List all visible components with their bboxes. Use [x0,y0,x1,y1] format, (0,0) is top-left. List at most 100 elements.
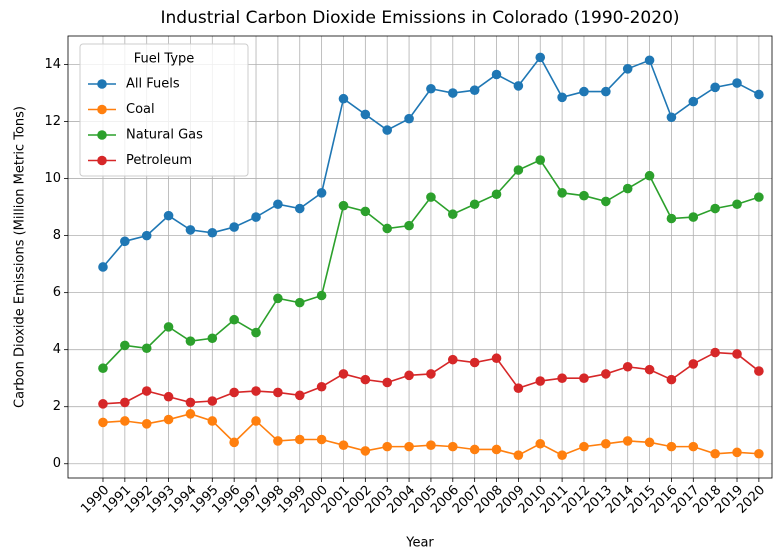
data-point [316,381,327,392]
data-point [163,322,174,332]
data-point [513,81,524,91]
y-tick-label: 6 [53,285,61,300]
x-axis-label: Year [405,536,434,551]
data-point [229,314,239,325]
data-point [338,440,349,451]
data-point [141,343,152,354]
data-point [579,441,589,452]
legend-title: Fuel Type [134,52,195,67]
data-point [622,436,633,446]
data-point [535,155,546,165]
data-point [273,436,283,446]
legend-marker [97,79,107,89]
data-point [601,86,611,97]
data-point [338,369,349,379]
data-point [622,361,633,372]
data-point [382,125,393,135]
data-point [294,390,305,401]
data-point [294,297,305,308]
data-point [469,199,480,210]
data-point [426,83,436,94]
data-point [251,327,261,338]
data-point [469,357,480,368]
data-point [601,438,611,449]
data-point [644,55,655,66]
data-point [754,89,764,100]
data-point [163,391,174,402]
data-point [273,199,283,210]
data-point [666,112,677,123]
data-point [98,363,108,374]
data-point [360,109,371,120]
y-tick-label: 0 [53,456,61,471]
data-point [754,366,764,376]
data-point [557,373,567,383]
data-point [185,225,196,235]
data-point [207,227,218,238]
data-point [98,417,108,428]
legend-label: All Fuels [126,77,180,92]
data-point [447,441,458,452]
chart-title: Industrial Carbon Dioxide Emissions in C… [160,8,679,28]
data-point [185,409,196,419]
data-point [98,399,108,409]
data-point [404,113,414,124]
data-point [207,396,218,406]
data-point [513,450,524,460]
data-point [644,170,655,181]
data-point [688,96,699,107]
data-point [229,387,239,398]
y-tick-label: 8 [53,228,61,243]
data-point [491,353,502,364]
data-point [382,377,393,388]
data-point [754,448,764,459]
data-point [360,446,371,456]
data-point [120,340,130,351]
data-point [447,354,458,365]
data-point [426,369,436,379]
data-point [163,210,174,221]
data-point [120,397,130,408]
legend-marker [97,104,107,115]
data-point [688,212,699,222]
legend-label: Natural Gas [126,128,203,143]
data-point [666,213,677,224]
data-point [579,373,589,383]
data-point [710,347,720,358]
data-point [338,93,349,104]
data-point [644,437,655,448]
data-point [251,212,261,222]
data-point [447,209,458,220]
data-point [579,86,589,97]
data-point [404,441,414,452]
data-point [316,434,327,445]
data-point [404,370,414,381]
data-point [294,434,305,445]
data-point [141,419,152,429]
y-tick-label: 12 [44,114,61,129]
data-point [732,199,742,210]
data-point [710,203,720,214]
legend-label: Coal [126,102,155,117]
data-point [185,397,196,408]
legend-label: Petroleum [126,153,192,168]
data-point [338,200,349,211]
y-axis-label: Carbon Dioxide Emissions (Million Metric… [13,106,28,408]
data-point [601,196,611,207]
data-point [141,386,152,396]
data-point [732,349,742,359]
data-point [316,188,327,198]
data-point [316,290,327,301]
y-tick-label: 10 [44,171,61,186]
data-point [251,416,261,426]
data-point [273,293,283,304]
data-point [229,222,239,232]
data-point [622,63,633,74]
data-point [535,438,546,449]
data-point [535,52,546,63]
legend-marker [97,155,107,166]
data-point [120,236,130,247]
data-point [251,386,261,396]
data-point [579,190,589,201]
